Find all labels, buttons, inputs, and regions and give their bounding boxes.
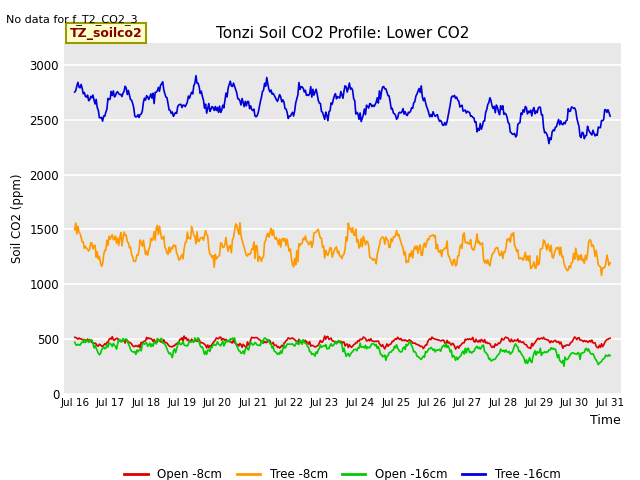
Text: No data for f_T2_CO2_3: No data for f_T2_CO2_3 <box>6 14 138 25</box>
X-axis label: Time: Time <box>590 414 621 427</box>
Title: Tonzi Soil CO2 Profile: Lower CO2: Tonzi Soil CO2 Profile: Lower CO2 <box>216 25 469 41</box>
Legend: Open -8cm, Tree -8cm, Open -16cm, Tree -16cm: Open -8cm, Tree -8cm, Open -16cm, Tree -… <box>120 463 565 480</box>
Text: TZ_soilco2: TZ_soilco2 <box>70 27 142 40</box>
Y-axis label: Soil CO2 (ppm): Soil CO2 (ppm) <box>11 174 24 263</box>
